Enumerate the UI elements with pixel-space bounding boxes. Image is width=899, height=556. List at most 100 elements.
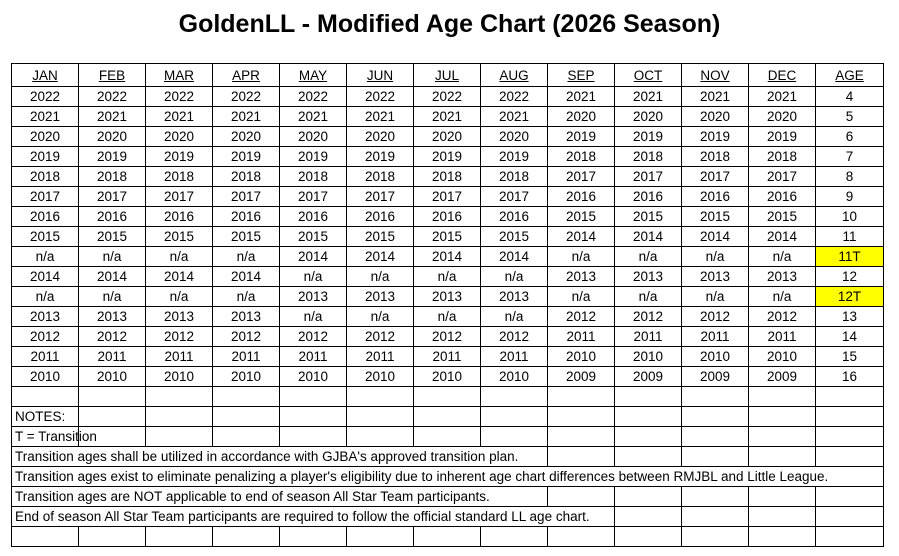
birth-year-cell: 2017 xyxy=(145,186,213,207)
empty-cell xyxy=(815,506,884,527)
birth-year-cell: 2018 xyxy=(480,166,548,187)
empty-cell xyxy=(681,506,749,527)
birth-year-cell: 2009 xyxy=(748,366,816,387)
birth-year-cell: 2010 xyxy=(614,346,682,367)
birth-year-cell: 2016 xyxy=(212,206,280,227)
birth-year-cell: 2015 xyxy=(346,226,414,247)
table-row: 2018 2018 2018 2018 2018 2018 2018 2018 2017 2017… xyxy=(11,166,884,187)
birth-year-cell: 2016 xyxy=(614,186,682,207)
empty-cell xyxy=(681,446,749,467)
birth-year-cell: 2012 xyxy=(346,326,414,347)
birth-year-cell: n/a xyxy=(78,286,146,307)
empty-cell xyxy=(547,426,615,447)
birth-year-cell: 2020 xyxy=(681,106,749,127)
birth-year-cell: 2009 xyxy=(547,366,615,387)
birth-year-cell: 2011 xyxy=(748,326,816,347)
age-cell: 5 xyxy=(815,106,884,127)
birth-year-cell: 2014 xyxy=(145,266,213,287)
birth-year-cell: 2021 xyxy=(145,106,213,127)
birth-year-cell: 2013 xyxy=(279,286,347,307)
birth-year-cell: 2013 xyxy=(681,266,749,287)
empty-cell xyxy=(748,446,816,467)
birth-year-cell: 2021 xyxy=(547,86,615,107)
empty-cell xyxy=(748,506,816,527)
empty-cell xyxy=(815,426,884,447)
empty-cell xyxy=(480,426,548,447)
birth-year-cell: n/a xyxy=(212,286,280,307)
birth-year-cell: 2011 xyxy=(279,346,347,367)
empty-cell xyxy=(279,526,347,547)
birth-year-cell: 2010 xyxy=(279,366,347,387)
birth-year-cell: 2011 xyxy=(547,326,615,347)
table-row: 2016 2016 2016 2016 2016 2016 2016 2016 2015 2015… xyxy=(11,206,884,227)
birth-year-cell: n/a xyxy=(748,246,816,267)
age-cell: 11 xyxy=(815,226,884,247)
empty-cell xyxy=(681,526,749,547)
birth-year-cell: 2019 xyxy=(212,146,280,167)
birth-year-cell: 2012 xyxy=(11,326,79,347)
note-text: T = Transition xyxy=(11,426,97,447)
birth-year-cell: 2014 xyxy=(346,246,414,267)
birth-year-cell: 2017 xyxy=(346,186,414,207)
column-header-jul: JUL xyxy=(413,63,481,87)
table-row: 2020 2020 2020 2020 2020 2020 2020 2020 2019 2019… xyxy=(11,126,884,147)
age-cell: 14 xyxy=(815,326,884,347)
birth-year-cell: 2012 xyxy=(279,326,347,347)
birth-year-cell: 2018 xyxy=(279,166,347,187)
note-row: End of season All Star Team participants… xyxy=(11,506,884,527)
birth-year-cell: 2014 xyxy=(681,226,749,247)
empty-cell xyxy=(748,526,816,547)
birth-year-cell: 2022 xyxy=(480,86,548,107)
column-header-dec: DEC xyxy=(748,63,816,87)
age-cell: 16 xyxy=(815,366,884,387)
birth-year-cell: n/a xyxy=(346,306,414,327)
birth-year-cell: 2019 xyxy=(480,146,548,167)
birth-year-cell: 2015 xyxy=(279,226,347,247)
table-row: 2014 2014 2014 2014 n/a n/a n/a n/a 2013 2013 2013… xyxy=(11,266,884,287)
birth-year-cell: 2017 xyxy=(614,166,682,187)
birth-year-cell: 2018 xyxy=(547,146,615,167)
birth-year-cell: 2019 xyxy=(614,126,682,147)
birth-year-cell: 2012 xyxy=(413,326,481,347)
birth-year-cell: 2020 xyxy=(346,126,414,147)
empty-cell xyxy=(815,446,884,467)
birth-year-cell: 2010 xyxy=(413,366,481,387)
birth-year-cell: 2010 xyxy=(346,366,414,387)
empty-cell xyxy=(279,386,347,407)
birth-year-cell: 2013 xyxy=(346,286,414,307)
birth-year-cell: 2017 xyxy=(480,186,548,207)
birth-year-cell: 2015 xyxy=(78,226,146,247)
birth-year-cell: 2021 xyxy=(480,106,548,127)
birth-year-cell: n/a xyxy=(212,246,280,267)
birth-year-cell: 2013 xyxy=(78,306,146,327)
birth-year-cell: 2014 xyxy=(748,226,816,247)
empty-cell xyxy=(78,386,146,407)
empty-cell xyxy=(681,426,749,447)
column-header-apr: APR xyxy=(212,63,280,87)
empty-cell xyxy=(78,406,146,427)
birth-year-cell: 2021 xyxy=(279,106,347,127)
age-cell: 13 xyxy=(815,306,884,327)
empty-cell xyxy=(145,426,213,447)
birth-year-cell: 2011 xyxy=(212,346,280,367)
birth-year-cell: 2022 xyxy=(413,86,481,107)
table-row: 2013 2013 2013 2013 n/a n/a n/a n/a 2012 2012 2012… xyxy=(11,306,884,327)
birth-year-cell: 2011 xyxy=(78,346,146,367)
birth-year-cell: 2020 xyxy=(413,126,481,147)
birth-year-cell: 2011 xyxy=(413,346,481,367)
birth-year-cell: 2017 xyxy=(413,186,481,207)
birth-year-cell: 2015 xyxy=(212,226,280,247)
empty-cell xyxy=(78,526,146,547)
birth-year-cell: 2010 xyxy=(480,366,548,387)
birth-year-cell: 2011 xyxy=(614,326,682,347)
birth-year-cell: n/a xyxy=(681,286,749,307)
birth-year-cell: 2017 xyxy=(547,166,615,187)
empty-cell xyxy=(681,386,749,407)
birth-year-cell: 2013 xyxy=(11,306,79,327)
birth-year-cell: 2021 xyxy=(346,106,414,127)
table-row: 2019 2019 2019 2019 2019 2019 2019 2019 2018 2018… xyxy=(11,146,884,167)
birth-year-cell: 2018 xyxy=(748,146,816,167)
empty-cell xyxy=(212,386,280,407)
birth-year-cell: 2015 xyxy=(11,226,79,247)
birth-year-cell: 2010 xyxy=(78,366,146,387)
